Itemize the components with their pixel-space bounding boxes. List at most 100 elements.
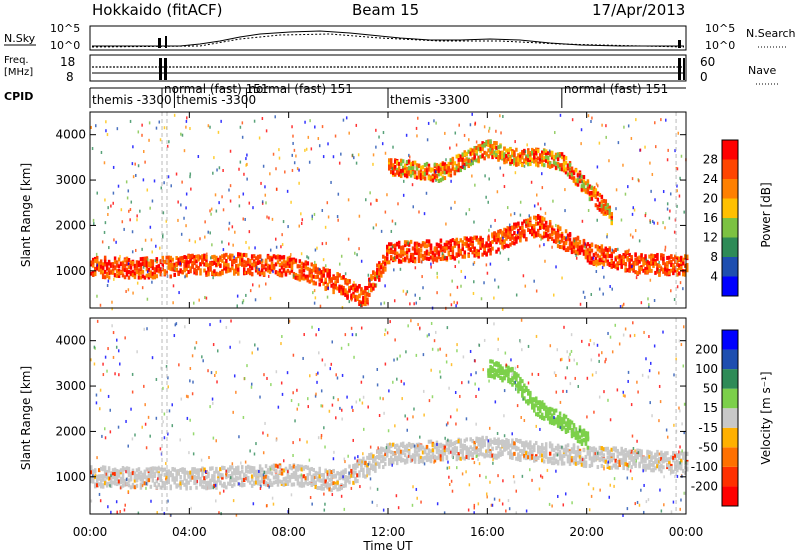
scatter-cell: [298, 259, 302, 264]
scatter-cell: [449, 443, 453, 448]
scatter-cell: [421, 256, 425, 261]
scatter-cell: [207, 230, 209, 234]
scatter-cell: [185, 267, 188, 272]
scatter-cell: [358, 301, 361, 306]
scatter-cell: [390, 229, 393, 233]
scatter-cell: [272, 254, 276, 259]
scatter-cell: [656, 460, 659, 465]
scatter-cell: [370, 455, 373, 460]
scatter-cell: [666, 207, 669, 211]
scatter-cell: [584, 460, 588, 465]
scatter-cell: [616, 261, 619, 266]
scatter-cell: [566, 236, 570, 241]
scatter-cell: [417, 170, 421, 175]
scatter-cell: [608, 212, 612, 217]
scatter-cell: [513, 225, 516, 230]
scatter-cell: [300, 270, 304, 275]
scatter-cell: [205, 475, 208, 480]
scatter-cell: [244, 469, 248, 474]
scatter-cell: [242, 259, 246, 264]
scatter-cell: [544, 158, 548, 163]
scatter-cell: [181, 467, 184, 472]
scatter-cell: [415, 163, 419, 168]
scatter-cell: [582, 249, 586, 254]
scatter-cell: [231, 266, 234, 271]
scatter-cell: [215, 271, 218, 276]
scatter-cell: [467, 452, 470, 457]
scatter-cell: [455, 449, 459, 454]
colorbar-tick-label: 16: [703, 211, 718, 225]
scatter-cell: [451, 251, 455, 256]
scatter-cell: [415, 450, 419, 455]
scatter-cell: [96, 191, 98, 195]
scatter-cell: [568, 452, 572, 457]
scatter-cell: [374, 457, 377, 462]
scatter-cell: [159, 272, 163, 277]
scatter-cell: [533, 215, 536, 220]
scatter-cell: [638, 259, 641, 264]
scatter-cell: [584, 462, 588, 467]
scatter-cell: [409, 166, 413, 171]
scatter-cell: [246, 478, 250, 483]
scatter-cell: [384, 258, 387, 263]
scatter-cell: [451, 246, 455, 251]
noise-right-label: N.Search: [746, 27, 796, 40]
scatter-cell: [348, 131, 350, 135]
scatter-cell: [594, 188, 598, 193]
scatter-cell: [304, 260, 308, 265]
scatter-cell: [538, 244, 541, 248]
scatter-cell: [356, 253, 358, 257]
scatter-cell: [473, 148, 476, 153]
scatter-cell: [445, 165, 448, 169]
scatter-cell: [588, 453, 592, 458]
scatter-cell: [631, 177, 634, 181]
scatter-cell: [175, 477, 178, 482]
scatter-cell: [222, 168, 224, 172]
scatter-cell: [612, 454, 615, 459]
scatter-cell: [460, 284, 462, 288]
scatter-cell: [221, 254, 224, 259]
scatter-cell: [443, 248, 447, 253]
scatter-cell: [169, 473, 172, 478]
scatter-cell: [542, 217, 546, 222]
scatter-cell: [401, 257, 405, 262]
scatter-cell: [189, 470, 192, 475]
scatter-cell: [284, 260, 288, 265]
scatter-cell: [527, 162, 530, 167]
scatter-cell: [433, 253, 437, 258]
scatter-cell: [344, 280, 347, 285]
scatter-cell: [235, 471, 238, 476]
scatter-cell: [334, 473, 337, 478]
scatter-cell: [286, 474, 290, 479]
scatter-cell: [533, 234, 536, 239]
scatter-cell: [411, 454, 415, 459]
scatter-cell: [429, 175, 433, 180]
scatter-cell: [662, 256, 665, 261]
scatter-cell: [421, 242, 425, 247]
scatter-cell: [475, 450, 478, 455]
scatter-cell: [473, 247, 476, 252]
scatter-cell: [566, 172, 570, 177]
scatter-cell: [415, 251, 419, 256]
scatter-cell: [290, 473, 294, 478]
scatter-cell: [163, 259, 167, 264]
scatter-cell: [560, 245, 564, 250]
scatter-cell: [536, 193, 538, 197]
scatter-cell: [310, 474, 314, 479]
scatter-cell: [274, 468, 278, 473]
scatter-cell: [537, 161, 540, 166]
scatter-cell: [646, 449, 649, 454]
scatter-cell: [678, 263, 681, 268]
scatter-cell: [310, 483, 314, 488]
scatter-cell: [501, 440, 504, 445]
scatter-cell: [586, 254, 590, 259]
scatter-cell: [254, 298, 257, 302]
scatter-cell: [554, 234, 558, 239]
scatter-cell: [415, 175, 419, 180]
scatter-cell: [270, 471, 274, 476]
scatter-cell: [225, 485, 228, 490]
scatter-cell: [528, 214, 531, 218]
scatter-cell: [248, 271, 252, 276]
scatter-cell: [386, 446, 389, 451]
scatter-cell: [527, 228, 530, 233]
